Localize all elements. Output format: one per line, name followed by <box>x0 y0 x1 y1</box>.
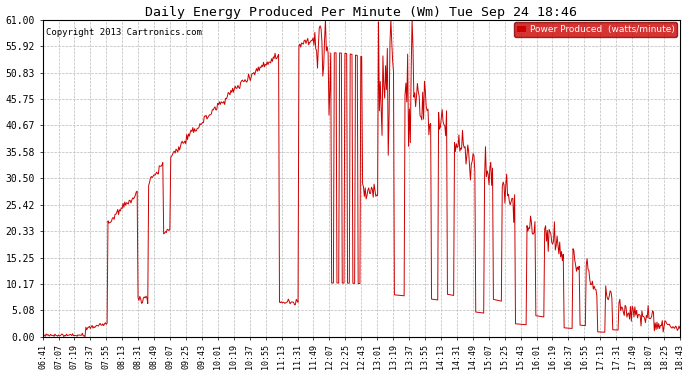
Legend: Power Produced  (watts/minute): Power Produced (watts/minute) <box>514 22 678 37</box>
Text: Copyright 2013 Cartronics.com: Copyright 2013 Cartronics.com <box>46 28 201 37</box>
Title: Daily Energy Produced Per Minute (Wm) Tue Sep 24 18:46: Daily Energy Produced Per Minute (Wm) Tu… <box>146 6 578 18</box>
